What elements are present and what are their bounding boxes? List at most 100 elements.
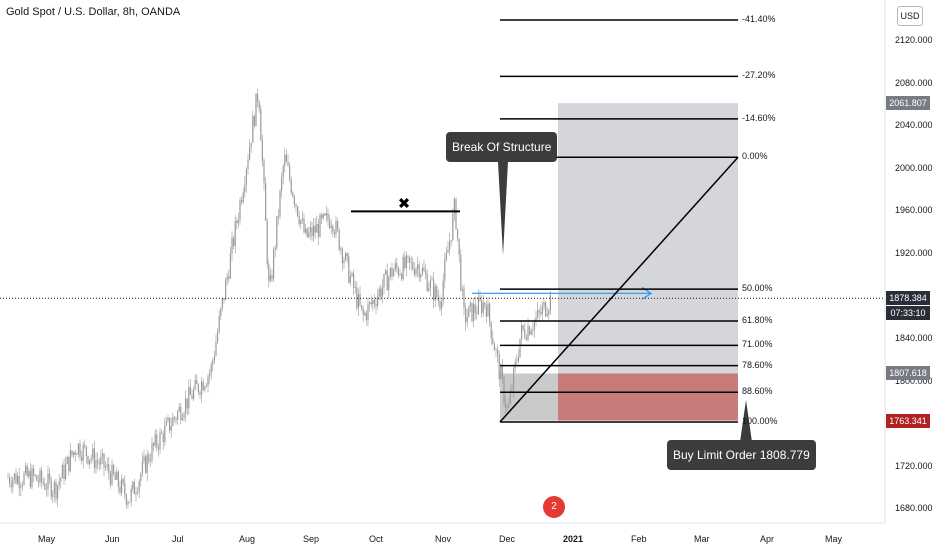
- candle-body: [39, 470, 41, 483]
- candle-body: [519, 338, 521, 357]
- candle-body: [447, 249, 449, 253]
- entry-zone: [500, 373, 558, 421]
- candle-body: [316, 224, 318, 233]
- candle-body: [89, 459, 91, 464]
- candle-body: [236, 220, 238, 224]
- candle-body: [428, 288, 430, 291]
- candle-body: [465, 308, 467, 323]
- x-tick-label: May: [38, 534, 56, 544]
- candle-body: [79, 443, 81, 457]
- candle-body: [50, 479, 52, 498]
- candle-body: [122, 479, 124, 483]
- candle-body: [279, 191, 281, 217]
- candle-body: [220, 308, 222, 317]
- candle-body: [397, 268, 399, 275]
- candle-body: [537, 310, 539, 318]
- candle-body: [343, 260, 345, 264]
- candle-body: [434, 286, 436, 301]
- candle-body: [76, 453, 78, 455]
- candle-body: [12, 479, 14, 488]
- candle-body: [218, 316, 220, 332]
- candle-body: [148, 454, 150, 462]
- candle-body: [511, 390, 513, 392]
- candle-body: [439, 301, 441, 309]
- buy-limit-callout: Buy Limit Order 1808.779: [667, 440, 816, 470]
- candle-body: [330, 225, 332, 228]
- candle-body: [119, 487, 121, 493]
- currency-button[interactable]: USD: [897, 6, 923, 26]
- candle-body: [399, 274, 401, 275]
- candle-body: [223, 298, 225, 300]
- candle-body: [506, 407, 508, 409]
- candle-body: [503, 377, 505, 403]
- candle-body: [41, 470, 43, 482]
- y-tick-label: 2040.000: [895, 120, 932, 131]
- candle-body: [247, 159, 249, 170]
- candle-body: [276, 216, 278, 248]
- candle-body: [484, 302, 486, 306]
- candle-body: [57, 485, 59, 499]
- candle-body: [540, 312, 542, 315]
- candle-body: [351, 273, 353, 276]
- candle-body: [130, 489, 132, 503]
- candle-body: [445, 252, 447, 260]
- candle-body: [442, 280, 444, 302]
- y-tick-label: 1720.000: [895, 460, 932, 471]
- candle-body: [63, 464, 65, 480]
- candle-body: [202, 381, 204, 391]
- candle-body: [282, 166, 284, 178]
- bos-callout-pointer: [498, 162, 508, 255]
- candle-body: [101, 453, 103, 458]
- candle-body: [333, 231, 335, 235]
- candle-body: [186, 398, 188, 409]
- candle-body: [15, 473, 17, 484]
- candle-body: [375, 304, 377, 306]
- candle-body: [388, 277, 390, 291]
- candle-body: [348, 256, 350, 283]
- candle-body: [204, 386, 206, 391]
- candle-body: [341, 248, 343, 264]
- x-tick-label: Dec: [499, 534, 516, 544]
- candle-body: [23, 473, 25, 485]
- candle-body: [191, 394, 193, 399]
- candle-body: [164, 425, 166, 443]
- candle-body: [317, 224, 319, 238]
- x-tick-label: May: [825, 534, 843, 544]
- candle-body: [156, 434, 158, 447]
- candle-body: [181, 418, 183, 421]
- candle-body: [353, 273, 355, 289]
- candle-body: [418, 264, 420, 278]
- candle-body: [68, 456, 70, 472]
- candle-body: [532, 329, 534, 332]
- candle-body: [404, 257, 406, 269]
- candle-body: [378, 288, 380, 297]
- candle-body: [354, 287, 356, 289]
- candle-body: [541, 306, 543, 315]
- x-tick-label: Jul: [172, 534, 184, 544]
- candle-body: [335, 221, 337, 235]
- candle-body: [201, 381, 203, 395]
- candle-body: [121, 479, 123, 493]
- candle-body: [137, 491, 139, 493]
- x-tick-label: Mar: [694, 534, 710, 544]
- candle-body: [492, 338, 494, 344]
- candle-body: [325, 213, 327, 216]
- candle-body: [241, 200, 243, 203]
- candle-body: [391, 267, 393, 277]
- candle-body: [111, 464, 113, 485]
- candle-body: [457, 228, 459, 239]
- candle-body: [193, 389, 195, 399]
- candle-body: [77, 443, 79, 454]
- x-tick-label: Apr: [760, 534, 775, 544]
- candle-body: [364, 312, 366, 315]
- candle-body: [543, 302, 545, 307]
- candle-body: [47, 473, 49, 490]
- fib-label: 71.00%: [742, 339, 773, 350]
- price-tag-stop: 1763.341: [886, 413, 930, 428]
- fib-label: 100.00%: [742, 416, 778, 426]
- candle-body: [172, 417, 174, 426]
- candle-body: [143, 456, 145, 462]
- candle-body: [173, 417, 175, 419]
- candle-body: [450, 239, 452, 241]
